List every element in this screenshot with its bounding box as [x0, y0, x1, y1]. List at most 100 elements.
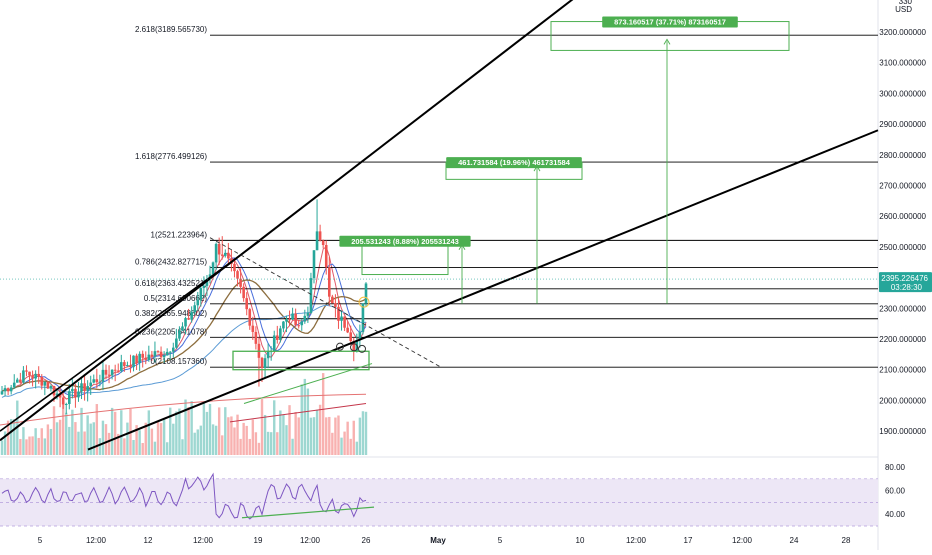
fib-level-label: 0.786(2432.827715) — [135, 258, 207, 267]
candle-body — [184, 318, 187, 327]
candle-body — [77, 391, 80, 398]
volume-bar — [334, 417, 337, 455]
volume-bar — [68, 426, 71, 455]
volume-bar — [279, 410, 282, 455]
touch-marker-circle — [358, 344, 366, 353]
candle-body — [25, 370, 28, 372]
candle-body — [175, 338, 178, 348]
time-axis-tick-label: 5 — [498, 536, 503, 545]
candle-body — [12, 382, 16, 388]
candle-body — [361, 303, 365, 332]
volume-bar — [325, 417, 328, 455]
current-price-countdown: 03:28:30 — [891, 283, 923, 292]
volume-bar — [227, 417, 230, 455]
candle-body — [282, 321, 285, 329]
target-label: 205.531243 (8.88%) 205531243 — [351, 237, 459, 246]
candle-body — [138, 353, 141, 363]
candle-body — [193, 305, 197, 313]
volume-bar — [294, 411, 297, 455]
candle-body — [312, 250, 316, 279]
volume-bar — [199, 425, 203, 455]
candle-body — [144, 357, 148, 360]
candle-body — [220, 254, 224, 256]
volume-bar — [175, 411, 178, 455]
volume-bar — [343, 431, 346, 455]
ma-longest-line — [0, 393, 367, 426]
candle-body — [28, 371, 31, 376]
volume-bar — [257, 442, 261, 455]
candle-body — [49, 386, 53, 389]
candle-body — [318, 231, 322, 241]
rsi-line — [1, 472, 367, 520]
fib-level-label: 0.5(2314.690662) — [144, 294, 208, 303]
price-axis-tick-label: 3200.000000 — [879, 28, 926, 37]
candle-body — [358, 331, 362, 341]
time-axis-tick-label: 12 — [144, 536, 153, 545]
candle-body — [74, 388, 77, 398]
candle-body — [211, 262, 215, 275]
candle-body — [242, 286, 245, 299]
volume-bar — [61, 402, 65, 455]
candle-body — [187, 318, 190, 320]
volume-bar — [306, 388, 310, 455]
candle-body — [196, 299, 200, 306]
volume-bar — [165, 442, 169, 455]
volume-bar — [25, 439, 28, 455]
candle-body — [236, 271, 239, 279]
candle-body — [153, 351, 157, 357]
candle-body — [129, 365, 132, 368]
price-axis-partial-label: 330 — [899, 0, 913, 6]
candle-body — [327, 267, 331, 297]
price-axis-tick-label: 2300.000000 — [879, 304, 926, 313]
volume-bar — [321, 373, 325, 455]
candle-body — [260, 357, 264, 368]
volume-bar — [282, 414, 285, 455]
volume-bar — [43, 438, 47, 455]
volume-bar — [138, 430, 141, 455]
touch-marker-circle — [336, 342, 344, 351]
candle-body — [40, 376, 44, 386]
volume-bar — [49, 428, 53, 455]
time-axis-tick-label: May — [430, 536, 446, 545]
rsi-axis-tick-label: 80.00 — [885, 463, 906, 472]
price-axis-tick-label: 2200.000000 — [879, 335, 926, 344]
candle-body — [126, 365, 129, 367]
current-price-tag — [879, 272, 932, 293]
candle-body — [171, 347, 175, 352]
volume-bar — [346, 421, 349, 455]
volume-bar — [98, 438, 102, 455]
inner-trendline — [0, 240, 261, 432]
candle-body — [352, 341, 356, 352]
volume-bar — [40, 428, 43, 455]
volume-bar — [178, 408, 181, 455]
volume-bar — [355, 441, 359, 455]
candle-body — [141, 353, 145, 358]
candle-body — [89, 382, 93, 387]
target-arrow-head — [663, 38, 671, 45]
volume-bar — [123, 438, 126, 455]
candle-body — [303, 315, 307, 322]
volume-bar — [337, 415, 340, 455]
volume-bar — [141, 442, 144, 455]
volume-bar — [74, 422, 77, 455]
volume-bar — [266, 431, 270, 455]
volume-bar — [104, 424, 108, 455]
fib-level-label: 1(2521.223964) — [151, 230, 208, 239]
volume-bar — [113, 411, 117, 455]
price-axis-tick-label: 2900.000000 — [879, 120, 926, 129]
candle-body — [95, 379, 99, 383]
volume-bar — [71, 409, 74, 455]
support-trendline — [87, 129, 879, 451]
candle-body — [64, 404, 68, 406]
time-axis-tick-label: 17 — [684, 536, 693, 545]
volume-bar — [159, 423, 163, 455]
candle-body — [337, 306, 340, 321]
candle-body — [147, 354, 151, 360]
candle-body — [300, 321, 304, 326]
fib-level-label: 0.382(2265.948802) — [135, 309, 207, 318]
volume-bar — [132, 439, 135, 455]
candle-body — [159, 351, 163, 358]
candle-body — [349, 332, 353, 342]
